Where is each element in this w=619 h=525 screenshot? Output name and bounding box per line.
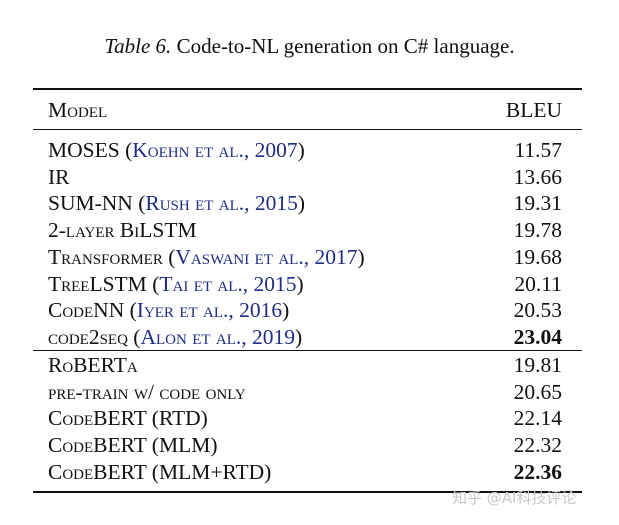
table-row: pre-train w/ code only 20.65 (48, 379, 568, 405)
model-name: pre-train w/ code only (48, 379, 246, 405)
model-label: CodeBERT (RTD) (48, 406, 208, 431)
table-row: RoBERTa 19.81 (48, 352, 568, 378)
header-bleu: BLEU (505, 98, 562, 122)
bottom-rule (33, 491, 582, 493)
caption-label: Table 6. (104, 34, 172, 58)
header-rule (33, 129, 582, 130)
model-label: CodeBERT (MLM) (48, 433, 218, 458)
bleu-score: 22.36 (513, 459, 562, 484)
table-row: Transformer (Vaswani et al., 2017) 19.68 (48, 244, 568, 270)
model-name: CodeBERT (MLM+RTD) (48, 459, 271, 485)
table-row: MOSES (Koehn et al., 2007) 11.57 (48, 137, 568, 163)
bleu-score: 19.78 (513, 218, 562, 243)
model-label: CodeBERT (MLM+RTD) (48, 459, 272, 484)
bleu-score: 23.04 (513, 324, 562, 349)
bleu-score: 19.81 (513, 353, 562, 377)
model-name: IR (48, 164, 70, 190)
model-label: 2-layer BiLSTM (48, 218, 197, 243)
model-label: Transformer (48, 244, 163, 269)
citation-link[interactable]: Rush et al., 2015 (145, 191, 298, 216)
citation-link[interactable]: Vaswani et al., 2017 (175, 244, 358, 269)
model-name: TreeLSTM (Tai et al., 2015) (48, 271, 304, 296)
model-name: SUM-NN (Rush et al., 2015) (48, 191, 306, 216)
top-rule (33, 88, 582, 90)
model-name: RoBERTa (48, 352, 138, 378)
bleu-score: 22.14 (513, 406, 562, 431)
table-row: TreeLSTM (Tai et al., 2015) 20.11 (48, 271, 568, 297)
citation-link[interactable]: Alon et al., 2019 (140, 324, 296, 349)
model-label: RoBERTa (48, 353, 138, 377)
table-row: CodeBERT (MLM) 22.32 (48, 432, 568, 458)
table-row: IR 13.66 (48, 164, 568, 190)
bleu-score: 13.66 (513, 164, 562, 189)
header-model: Model (48, 98, 108, 122)
table-header: Model BLEU (48, 97, 568, 123)
table-row: 2-layer BiLSTM 19.78 (48, 217, 568, 243)
model-name: CodeBERT (RTD) (48, 405, 208, 431)
citation-link[interactable]: Koehn et al., 2007 (132, 138, 298, 162)
model-name: CodeNN (Iyer et al., 2016) (48, 298, 290, 323)
bleu-score: 11.57 (514, 138, 562, 162)
model-name: Transformer (Vaswani et al., 2017) (48, 244, 365, 269)
citation-link[interactable]: Iyer et al., 2016 (136, 298, 283, 323)
group-separator-rule (33, 350, 582, 351)
model-label: IR (48, 164, 70, 189)
table-row: CodeNN (Iyer et al., 2016) 20.53 (48, 297, 568, 323)
model-label: MOSES (48, 138, 120, 162)
watermark: 知乎 @AI科技评论 (452, 489, 577, 507)
table-row: CodeBERT (RTD) 22.14 (48, 405, 568, 431)
bleu-score: 19.68 (513, 244, 562, 269)
model-label: pre-train w/ code only (48, 379, 246, 404)
model-label: SUM-NN (48, 191, 133, 216)
model-label: TreeLSTM (48, 271, 147, 296)
bleu-score: 22.32 (513, 433, 562, 458)
model-name: CodeBERT (MLM) (48, 432, 218, 458)
table-row: code2seq (Alon et al., 2019) 23.04 (48, 324, 568, 350)
bleu-score: 20.65 (513, 379, 562, 404)
table-caption: Table 6. Code-to-NL generation on C# lan… (0, 34, 619, 59)
bleu-score: 20.53 (513, 298, 562, 323)
bleu-score: 20.11 (514, 271, 562, 296)
bleu-score: 19.31 (513, 191, 562, 216)
model-label: code2seq (48, 324, 128, 349)
table-row: SUM-NN (Rush et al., 2015) 19.31 (48, 190, 568, 216)
model-name: 2-layer BiLSTM (48, 217, 197, 243)
citation-link[interactable]: Tai et al., 2015 (159, 271, 297, 296)
model-label: CodeNN (48, 298, 125, 323)
model-name: MOSES (Koehn et al., 2007) (48, 138, 305, 162)
caption-text: Code-to-NL generation on C# language. (176, 34, 515, 58)
table-row: CodeBERT (MLM+RTD) 22.36 (48, 459, 568, 485)
model-name: code2seq (Alon et al., 2019) (48, 324, 303, 349)
